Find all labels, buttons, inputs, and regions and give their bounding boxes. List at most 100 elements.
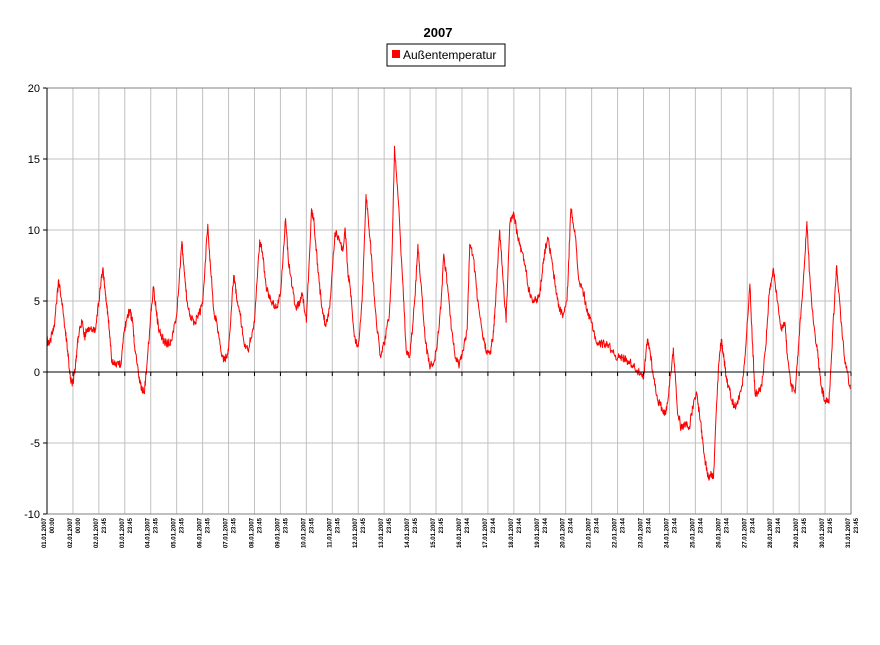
chart-title: 2007 xyxy=(424,25,453,40)
x-tick-date: 22.01.2007 xyxy=(613,517,619,548)
x-tick-date: 11.01.2007 xyxy=(327,517,333,547)
x-tick-time: 23:45 xyxy=(128,517,134,533)
x-tick-time: 23:45 xyxy=(180,517,186,533)
legend: Außentemperatur xyxy=(386,43,506,67)
x-tick-date: 15.01.2007 xyxy=(431,517,437,548)
x-tick-time: 23:45 xyxy=(102,517,108,533)
x-tick-date: 07.01.2007 xyxy=(224,517,230,548)
x-tick-time: 23:44 xyxy=(465,517,471,533)
axes xyxy=(46,87,852,515)
x-tick-label: 10.01.2007 23:45 xyxy=(301,517,315,548)
x-tick-date: 26.01.2007 xyxy=(716,517,722,548)
x-tick-date: 24.01.2007 xyxy=(664,517,670,548)
x-tick-label: 12.01.2007 23:45 xyxy=(353,517,367,548)
x-tick-date: 05.01.2007 xyxy=(172,517,178,548)
x-tick-date: 27.01.2007 xyxy=(742,517,748,548)
x-tick-time: 23:45 xyxy=(232,517,238,533)
x-tick-time: 23:45 xyxy=(335,517,341,533)
x-tick-label: 11.01.2007 23:45 xyxy=(327,517,341,547)
x-tick-label: 29.01.2007 23:45 xyxy=(794,517,808,548)
x-tick-label: 26.01.2007 23:44 xyxy=(716,517,730,548)
x-tick-label: 03.01.2007 23:45 xyxy=(120,517,134,548)
x-tick-date: 12.01.2007 xyxy=(353,517,359,548)
y-tick-label: 15 xyxy=(28,154,40,166)
y-tick-label: 5 xyxy=(34,296,40,308)
y-tick-label: -5 xyxy=(30,438,40,450)
x-tick-date: 31.01.2007 xyxy=(846,517,852,548)
x-tick-date: 02.01.2007 xyxy=(68,517,74,548)
x-tick-time: 23:44 xyxy=(724,517,730,533)
x-tick-date: 10.01.2007 xyxy=(301,517,307,548)
x-tick-time: 23:44 xyxy=(750,517,756,533)
x-tick-time: 23:45 xyxy=(387,517,393,533)
x-tick-label: 15.01.2007 23:45 xyxy=(431,517,445,548)
x-tick-date: 13.01.2007 xyxy=(379,517,385,548)
x-tick-time: 23:45 xyxy=(257,517,263,533)
x-tick-time: 23:45 xyxy=(413,517,419,533)
x-tick-date: 09.01.2007 xyxy=(275,517,281,548)
legend-box xyxy=(386,43,506,67)
x-tick-label: 27.01.2007 23:44 xyxy=(742,517,756,548)
x-tick-date: 28.01.2007 xyxy=(768,517,774,548)
x-tick-date: 02.01.2007 xyxy=(94,517,100,548)
x-tick-label: 17.01.2007 23:44 xyxy=(483,517,497,548)
series-layer xyxy=(46,145,852,481)
x-tick-date: 01.01.2007 xyxy=(42,517,48,548)
y-tick-label: 20 xyxy=(28,83,40,95)
x-tick-label: 28.01.2007 23:44 xyxy=(768,517,782,548)
legend-label: Außentemperatur xyxy=(403,48,496,62)
x-tick-date: 30.01.2007 xyxy=(820,517,826,548)
x-tick-label: 08.01.2007 23:45 xyxy=(249,517,263,548)
x-tick-label: 21.01.2007 23:44 xyxy=(587,517,601,548)
x-tick-time: 23:45 xyxy=(206,517,212,533)
x-tick-time: 23:44 xyxy=(569,517,575,533)
x-tick-date: 08.01.2007 xyxy=(249,517,255,548)
x-tick-label: 02.01.2007 23:45 xyxy=(94,517,108,548)
x-tick-label: 06.01.2007 23:45 xyxy=(198,517,212,548)
y-tick-label: 0 xyxy=(34,367,40,379)
x-tick-time: 23:44 xyxy=(647,517,653,533)
x-tick-date: 20.01.2007 xyxy=(561,517,567,548)
x-tick-date: 23.01.2007 xyxy=(639,517,645,548)
x-tick-date: 16.01.2007 xyxy=(457,517,463,548)
x-tick-label: 18.01.2007 23:44 xyxy=(509,517,523,548)
series-line-aussentemperatur xyxy=(46,145,852,481)
x-tick-time: 23:45 xyxy=(439,517,445,533)
x-tick-label: 25.01.2007 23:44 xyxy=(690,517,704,548)
x-tick-time: 23:45 xyxy=(283,517,289,533)
x-tick-label: 24.01.2007 23:44 xyxy=(664,517,678,548)
x-tick-time: 23:44 xyxy=(672,517,678,533)
x-tick-time: 23:44 xyxy=(595,517,601,533)
x-tick-date: 18.01.2007 xyxy=(509,517,515,548)
x-tick-label: 01.01.2007 00:00 xyxy=(42,517,56,548)
x-tick-label: 19.01.2007 23:44 xyxy=(535,517,549,548)
x-tick-label: 30.01.2007 23:45 xyxy=(820,517,834,548)
x-tick-date: 14.01.2007 xyxy=(405,517,411,548)
y-axis-ticks: 20 15 10 5 0 -5 -10 xyxy=(24,83,47,521)
x-tick-date: 19.01.2007 xyxy=(535,517,541,548)
x-tick-time: 23:44 xyxy=(776,517,782,533)
x-tick-date: 17.01.2007 xyxy=(483,517,489,548)
x-tick-time: 23:44 xyxy=(621,517,627,533)
x-tick-time: 23:44 xyxy=(543,517,549,533)
x-tick-label: 07.01.2007 23:45 xyxy=(224,517,238,548)
x-tick-label: 05.01.2007 23:45 xyxy=(172,517,186,548)
x-tick-time: 23:44 xyxy=(517,517,523,533)
x-tick-label: 14.01.2007 23:45 xyxy=(405,517,419,548)
x-tick-time: 23:45 xyxy=(854,517,860,533)
x-tick-label: 31.01.2007 23:45 xyxy=(846,517,860,548)
x-tick-time: 23:45 xyxy=(802,517,808,533)
x-tick-label: 13.01.2007 23:45 xyxy=(379,517,393,548)
x-tick-date: 06.01.2007 xyxy=(198,517,204,548)
x-tick-date: 04.01.2007 xyxy=(146,517,152,548)
x-tick-time: 23:45 xyxy=(309,517,315,533)
x-tick-label: 04.01.2007 23:45 xyxy=(146,517,160,548)
x-tick-time: 23:45 xyxy=(828,517,834,533)
x-tick-time: 00:00 xyxy=(50,517,56,533)
x-tick-date: 03.01.2007 xyxy=(120,517,126,548)
x-tick-label: 23.01.2007 23:44 xyxy=(639,517,653,548)
legend-swatch xyxy=(392,50,400,58)
x-tick-time: 23:44 xyxy=(491,517,497,533)
x-tick-time: 23:44 xyxy=(698,517,704,533)
